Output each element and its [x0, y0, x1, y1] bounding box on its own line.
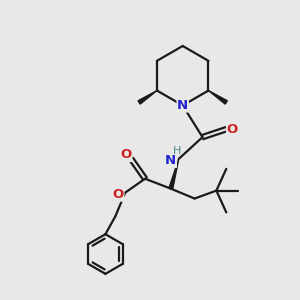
Text: O: O	[121, 148, 132, 161]
Polygon shape	[138, 91, 157, 104]
Text: O: O	[113, 188, 124, 201]
Text: H: H	[172, 146, 181, 156]
Text: O: O	[226, 123, 238, 136]
Polygon shape	[208, 91, 227, 104]
Text: N: N	[177, 99, 188, 112]
Polygon shape	[169, 159, 179, 189]
Text: N: N	[165, 154, 176, 167]
